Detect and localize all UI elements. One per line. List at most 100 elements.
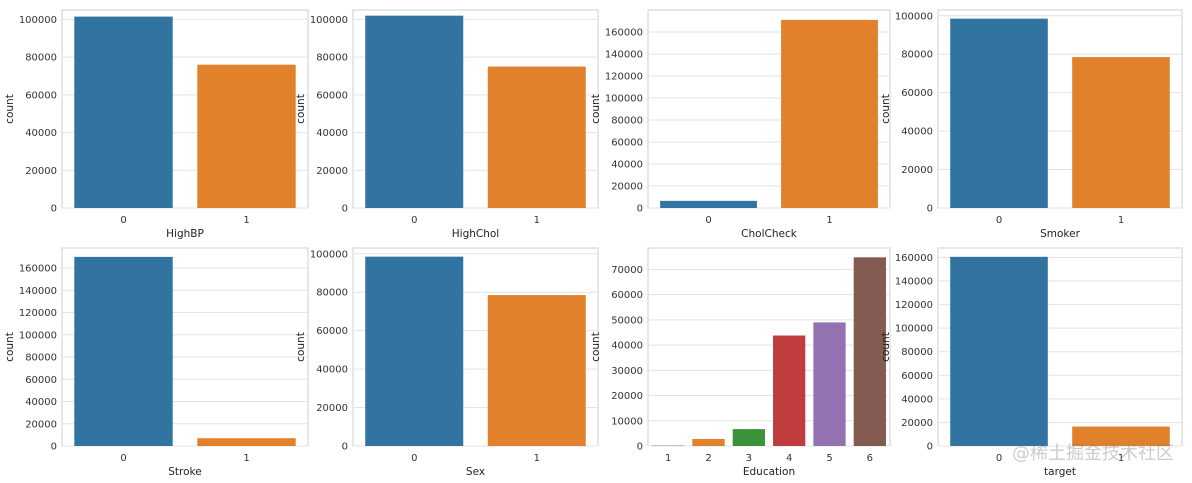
bar-stroke-0 <box>74 256 173 446</box>
y-tick-label: 100000 <box>19 15 57 26</box>
x-tick-label: 0 <box>411 215 417 226</box>
subplot-2: 0 20000 40000 60000 80000 100000 0 1 HighChol cou… <box>295 9 599 240</box>
y-tick-label: 0 <box>927 204 933 215</box>
y-tick-label: 60000 <box>316 90 348 101</box>
y-tick-label: 60000 <box>611 290 643 301</box>
bar-sex-0 <box>365 256 464 446</box>
y-tick-label: 0 <box>51 204 57 215</box>
y-axis-label: count <box>880 332 892 362</box>
y-tick-label: 20000 <box>901 165 933 176</box>
bar-smoker-1 <box>1072 57 1170 208</box>
y-tick-label: 70000 <box>611 265 643 276</box>
y-tick-label: 60000 <box>901 371 933 382</box>
y-tick-label: 160000 <box>19 264 57 275</box>
bar-cholcheck-1 <box>781 19 878 209</box>
bar-cholcheck-0 <box>660 200 757 208</box>
y-tick-label: 0 <box>637 442 643 453</box>
y-tick-label: 60000 <box>316 326 348 337</box>
y-axis-label: count <box>295 332 307 362</box>
y-tick-label: 120000 <box>19 308 57 319</box>
y-tick-label: 80000 <box>901 347 933 358</box>
plot-area <box>647 247 891 447</box>
x-axis-label: Education <box>743 466 795 478</box>
y-tick-label: 40000 <box>611 160 643 171</box>
y-tick-label: 20000 <box>316 403 348 414</box>
y-tick-label: 60000 <box>25 90 57 101</box>
subplot-6: 0 20000 40000 60000 80000 100000 0 1 Sex count <box>295 247 599 478</box>
x-tick-label: 0 <box>705 215 711 226</box>
bar-highbp-1 <box>197 64 296 208</box>
y-tick-label: 140000 <box>605 50 643 61</box>
bar-education-6 <box>853 257 886 446</box>
y-tick-label: 0 <box>342 204 348 215</box>
bar-highchol-0 <box>365 15 464 209</box>
subplot-7: 0 10000 20000 30000 40000 50000 60000 70000 1 2 3 4… <box>590 247 891 478</box>
subplot-3: 0 20000 40000 60000 80000 100000 120000 140000 1… <box>590 9 891 240</box>
y-tick-label: 40000 <box>901 127 933 138</box>
y-tick-label: 20000 <box>611 391 643 402</box>
y-tick-label: 0 <box>637 204 643 215</box>
y-tick-label: 0 <box>927 442 933 453</box>
y-axis-label: count <box>4 94 16 124</box>
bar-target-1 <box>1072 426 1170 446</box>
x-axis-label: CholCheck <box>741 228 798 240</box>
y-tick-label: 0 <box>342 442 348 453</box>
x-tick-label: 4 <box>786 453 792 464</box>
y-tick-label: 120000 <box>895 300 933 311</box>
y-tick-label: 40000 <box>25 397 57 408</box>
subplot-1: 0 20000 40000 60000 80000 100000 0 1 HighBP count <box>4 9 309 240</box>
x-tick-label: 1 <box>1118 215 1124 226</box>
bar-stroke-1 <box>197 438 296 446</box>
x-tick-label: 6 <box>867 453 873 464</box>
subplot-5: 0 20000 40000 60000 80000 100000 120000 140000 1… <box>4 247 309 478</box>
x-axis-label: Sex <box>466 466 485 478</box>
bar-education-4 <box>773 335 806 446</box>
x-tick-label: 2 <box>705 453 711 464</box>
bar-highchol-1 <box>487 66 586 208</box>
y-tick-label: 40000 <box>901 394 933 405</box>
y-tick-label: 160000 <box>895 253 933 264</box>
y-tick-label: 20000 <box>901 418 933 429</box>
y-tick-label: 80000 <box>611 116 643 127</box>
x-tick-label: 1 <box>665 453 671 464</box>
bar-sex-1 <box>487 295 586 446</box>
x-tick-label: 1 <box>826 215 832 226</box>
bar-education-3 <box>732 429 765 446</box>
y-tick-label: 10000 <box>611 416 643 427</box>
y-tick-label: 80000 <box>25 353 57 364</box>
y-tick-label: 20000 <box>316 166 348 177</box>
y-tick-label: 160000 <box>605 28 643 39</box>
x-tick-label: 0 <box>996 215 1002 226</box>
y-tick-label: 120000 <box>605 72 643 83</box>
x-axis-label: HighChol <box>452 228 499 240</box>
y-tick-label: 80000 <box>25 53 57 64</box>
y-axis-label: count <box>590 94 602 124</box>
y-tick-label: 50000 <box>611 315 643 326</box>
y-tick-label: 100000 <box>310 15 348 26</box>
y-tick-label: 60000 <box>611 138 643 149</box>
y-tick-label: 40000 <box>316 128 348 139</box>
bar-target-0 <box>950 256 1048 446</box>
bar-education-5 <box>813 322 846 446</box>
x-axis-label: Stroke <box>168 466 201 478</box>
y-tick-label: 80000 <box>901 50 933 61</box>
y-axis-label: count <box>590 332 602 362</box>
y-tick-label: 30000 <box>611 366 643 377</box>
y-tick-label: 100000 <box>19 330 57 341</box>
y-axis-label: count <box>4 332 16 362</box>
x-tick-label: 0 <box>411 453 417 464</box>
bar-smoker-0 <box>950 18 1048 209</box>
y-tick-label: 20000 <box>611 182 643 193</box>
x-tick-label: 1 <box>534 215 540 226</box>
y-axis-label: count <box>880 94 892 124</box>
subplot-4: 0 20000 40000 60000 80000 100000 0 1 Smoker count <box>880 9 1183 240</box>
y-tick-label: 60000 <box>25 375 57 386</box>
x-axis-label: target <box>1044 466 1076 478</box>
y-tick-label: 0 <box>51 442 57 453</box>
y-tick-label: 80000 <box>316 53 348 64</box>
y-tick-label: 40000 <box>316 365 348 376</box>
bar-education-2 <box>692 438 725 446</box>
x-tick-label: 0 <box>996 453 1002 464</box>
x-axis-label: HighBP <box>166 228 204 240</box>
